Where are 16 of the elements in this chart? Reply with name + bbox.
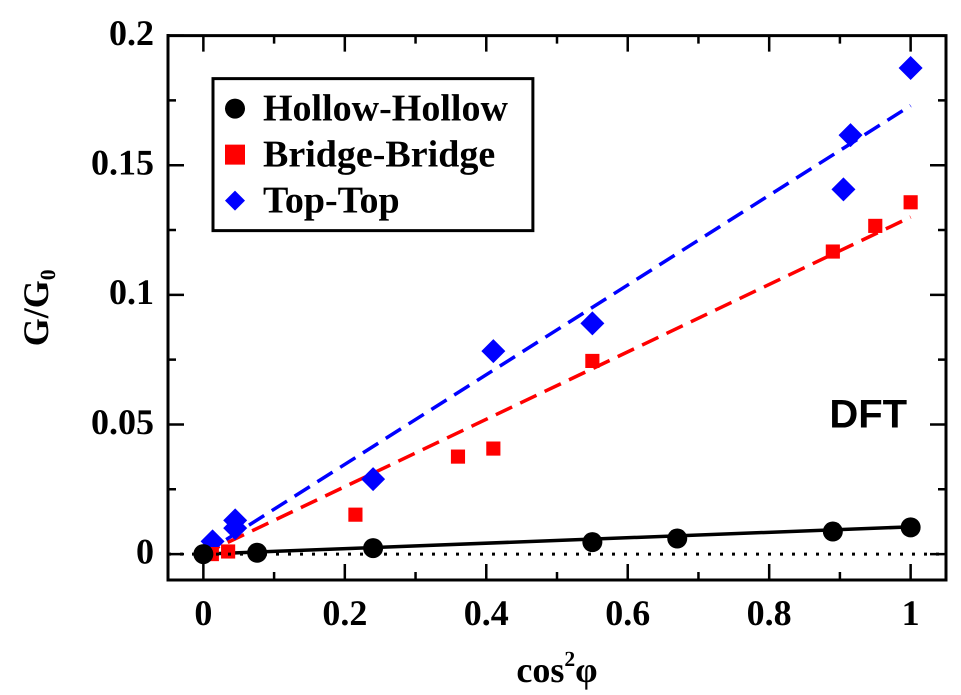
y-tick-label: 0.15 — [91, 142, 154, 183]
y-axis-title: G/G0 — [16, 269, 60, 346]
x-tick-label: 0.8 — [746, 592, 792, 633]
legend-label: Top-Top — [263, 179, 400, 222]
legend-label: Bridge-Bridge — [263, 133, 496, 176]
x-tick-label: 0.2 — [322, 592, 368, 633]
y-tick-label: 0.2 — [109, 12, 154, 53]
x-tick-label: 0 — [194, 592, 212, 633]
x-tick-label: 0.6 — [605, 592, 650, 633]
x-tick-label: 0.4 — [464, 592, 509, 633]
y-tick-label: 0.05 — [91, 402, 154, 442]
y-tick-label: 0.1 — [109, 272, 154, 312]
annotation: DFT — [829, 392, 908, 437]
y-tick-label: 0 — [136, 531, 154, 572]
x-tick-label: 1 — [902, 592, 920, 633]
legend-label: Hollow-Hollow — [263, 87, 508, 130]
